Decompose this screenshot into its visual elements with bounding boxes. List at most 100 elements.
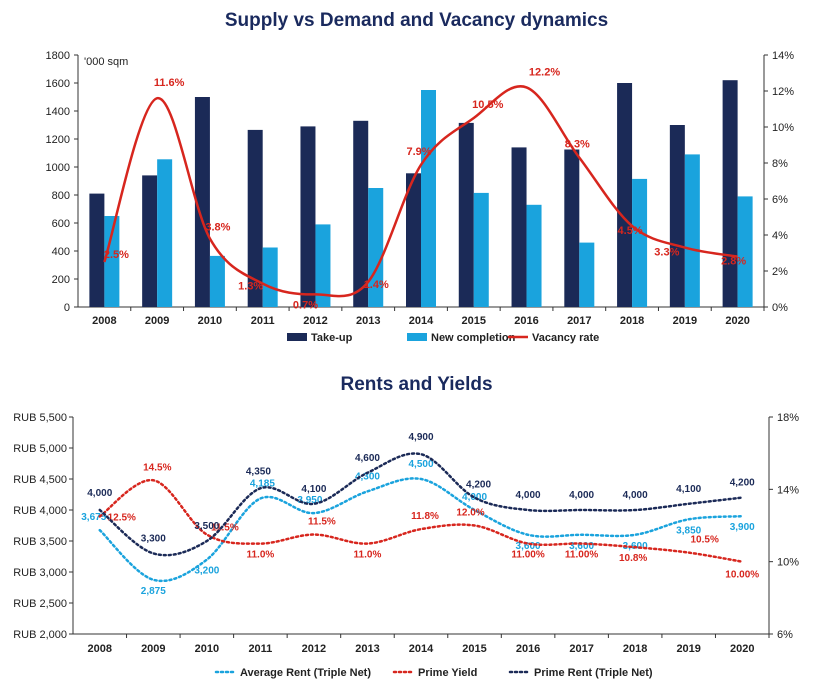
prime-rent-data-label: 4,100 [301,484,326,495]
x-tick-label: 2020 [725,315,749,327]
average-rent-data-label: 3,600 [516,541,541,552]
vacancy-data-label: 4.5% [618,225,643,237]
y2-tick-label: 0% [772,302,788,314]
prime-yield-data-label: 11.0% [354,550,382,561]
vacancy-data-label: 10.5% [472,99,503,111]
prime-yield-data-label: 10.00% [725,570,759,581]
x-tick-label: 2015 [462,643,486,655]
y2-tick-label: 4% [772,230,788,242]
y-tick-label: 0 [64,302,70,314]
y-tick-label: RUB 5,500 [13,412,67,424]
prime-rent-data-label: 4,200 [466,480,491,491]
prime-yield-data-label: 11.00% [565,550,598,561]
chart-title-supply-demand: Supply vs Demand and Vacancy dynamics [224,10,609,31]
bar-takeup [300,126,316,308]
vacancy-rate-line [103,85,738,298]
bar-new-completion [526,204,542,307]
x-tick-label: 2018 [620,315,644,327]
bar-takeup [89,193,105,307]
prime-yield-data-label: 11.0% [246,550,274,561]
y2-tick-label: 8% [772,158,788,170]
average-rent-data-label: 3,600 [569,541,594,552]
bar-new-completion [579,242,595,307]
y2-tick-label: 10% [777,557,799,569]
y-tick-label: RUB 3,500 [13,536,67,548]
average-rent-data-label: 4,500 [408,459,433,470]
x-tick-label: 2018 [623,643,647,655]
y2-tick-label: 18% [777,412,799,424]
x-tick-label: 2019 [673,315,697,327]
y-tick-label: 1000 [46,162,70,174]
prime-rent-line [98,452,744,557]
y-tick-label: 400 [52,246,70,258]
x-tick-label: 2016 [516,643,540,655]
x-tick-label: 2009 [141,643,165,655]
prime-yield-data-label: 14.5% [143,462,171,473]
x-tick-label: 2010 [198,315,222,327]
bar-new-completion [315,224,331,307]
x-tick-label: 2014 [409,315,434,327]
prime-yield-data-label: 11.5% [211,523,239,534]
bar-new-completion [104,216,120,307]
y-tick-label: 1400 [46,106,70,118]
vacancy-data-label: 12.2% [529,66,560,78]
bar-new-completion [209,255,225,307]
prime-yield-data-label: 11.5% [308,517,336,528]
y2-tick-label: 12% [772,86,794,98]
vacancy-data-label: 3.8% [205,222,230,234]
prime-rent-data-label: 3,500 [194,521,219,532]
bar-takeup [617,83,633,307]
bar-takeup [194,97,210,307]
x-tick-label: 2012 [303,315,327,327]
x-tick-label: 2008 [92,315,116,327]
prime-yield-data-label: 11.8% [411,511,439,522]
bar-new-completion [684,154,700,307]
legend-label: Prime Rent (Triple Net) [534,667,653,679]
x-tick-label: 2016 [514,315,538,327]
prime-rent-data-label: 4,000 [516,490,541,501]
vacancy-data-label: 2.5% [104,249,129,261]
y-tick-label: RUB 4,000 [13,505,67,517]
y-tick-label: 600 [52,218,70,230]
prime-yield-data-label: 12.5% [108,512,136,523]
x-tick-label: 2010 [195,643,219,655]
average-rent-data-label: 3,200 [194,566,219,577]
y-tick-label: RUB 2,000 [13,629,67,641]
bar-takeup [669,125,685,307]
vacancy-data-label: 8.3% [565,139,590,151]
legend-swatch [407,333,427,341]
x-tick-label: 2015 [462,315,486,327]
x-tick-label: 2017 [567,315,591,327]
y-tick-label: 1800 [46,50,70,62]
y-tick-label: RUB 5,000 [13,443,67,455]
average-rent-data-label: 3,950 [297,495,322,506]
x-tick-label: 2009 [145,315,169,327]
chart-title-rents-yields: Rents and Yields [340,374,493,395]
bar-takeup [353,120,369,307]
vacancy-data-label: 1.3% [238,281,263,293]
bar-takeup [511,147,527,307]
bar-takeup [247,129,263,307]
bar-new-completion [157,159,173,307]
y2-tick-label: 2% [772,266,788,278]
prime-rent-data-label: 4,900 [408,432,433,443]
y-tick-label: 200 [52,274,70,286]
prime-rent-data-label: 4,000 [623,490,648,501]
bar-takeup [406,173,421,307]
vacancy-data-label: 11.6% [154,77,185,89]
x-tick-label: 2012 [302,643,326,655]
average-rent-data-label: 3,675 [81,512,106,523]
average-rent-data-label: 2,875 [141,586,166,597]
prime-yield-data-label: 12.0% [456,508,484,519]
x-tick-label: 2013 [356,315,380,327]
y-tick-label: 800 [52,190,70,202]
bar-takeup [722,80,738,307]
prime-yield-data-label: 11.00% [511,550,544,561]
x-tick-label: 2008 [88,643,112,655]
legend-label: Prime Yield [418,667,477,679]
unit-label: '000 sqm [84,56,128,68]
bar-new-completion [632,178,648,307]
vacancy-data-label: 7.9% [406,146,431,158]
y2-tick-label: 10% [772,122,794,134]
